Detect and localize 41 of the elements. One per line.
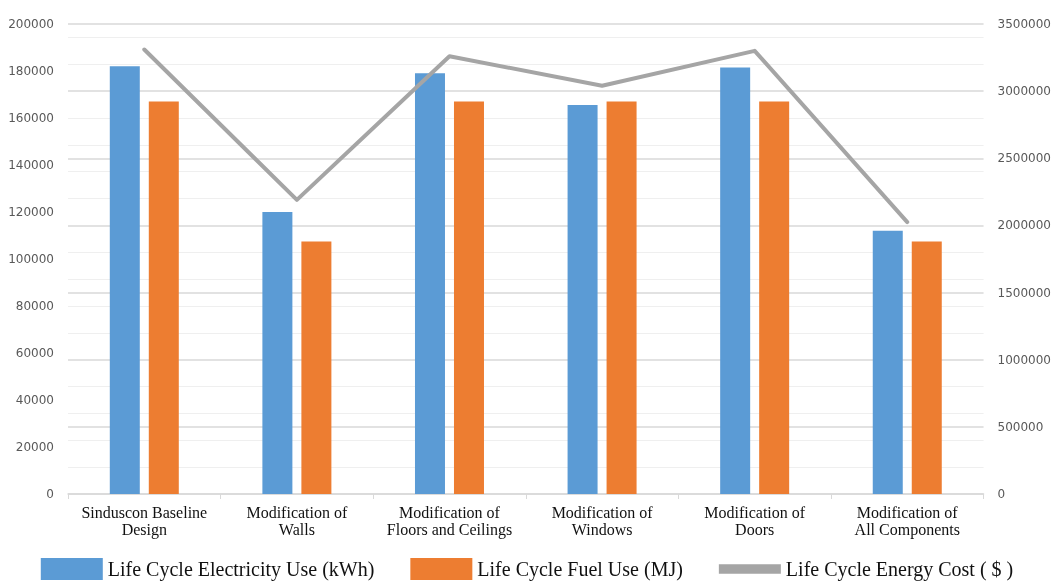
bar [872, 230, 903, 494]
bar [567, 105, 598, 494]
x-tick-label: Modification of Doors [704, 504, 806, 538]
y2-tick-label: 3000000 [997, 84, 1052, 99]
y-tick-label: 160000 [8, 111, 54, 125]
bar [911, 241, 942, 494]
bar [759, 101, 790, 494]
bar [414, 73, 445, 494]
x-tick-label: Modification of Windows [551, 504, 654, 538]
y2-tick-label: 0 [997, 487, 1006, 501]
y2-tick-label: 3500000 [997, 17, 1052, 31]
y-tick-label: 200000 [8, 17, 54, 31]
y-tick-label: 20000 [15, 440, 54, 454]
y2-tick-label: 2500000 [997, 151, 1052, 166]
y2-tick-label: 1500000 [997, 285, 1052, 300]
bar [720, 67, 751, 494]
bar [606, 101, 637, 494]
y-tick-label: 120000 [8, 205, 54, 219]
y2-tick-label: 500000 [997, 419, 1044, 434]
x-tick-label: Modification of Walls [246, 504, 348, 538]
x-tick-label: Sinduscon Baseline Design [81, 504, 208, 539]
legend-label: Life Cycle Energy Cost ( $ ) [785, 558, 1014, 581]
y-tick-label: 60000 [15, 346, 54, 360]
y-tick-label: 140000 [8, 158, 54, 172]
y-tick-label: 100000 [8, 252, 54, 266]
y2-tick-label: 1000000 [997, 352, 1052, 367]
bar [148, 101, 179, 494]
line-series [142, 47, 910, 225]
x-tick-label: Modification of All Components [854, 504, 960, 539]
x-tick-label: Modification of Floors and Ceilings [386, 504, 513, 539]
legend-label: Life Cycle Electricity Use (kWh) [107, 558, 375, 581]
bar [262, 212, 293, 494]
y-tick-label: 180000 [8, 64, 54, 78]
y-tick-label: 40000 [15, 393, 54, 407]
legend-label: Life Cycle Fuel Use (MJ) [477, 558, 683, 581]
y-tick-label: 0 [46, 487, 54, 501]
y-tick-label: 80000 [15, 299, 54, 313]
y2-tick-label: 2000000 [997, 218, 1052, 233]
bar [301, 241, 332, 494]
bar [109, 66, 140, 494]
bar [453, 101, 484, 494]
